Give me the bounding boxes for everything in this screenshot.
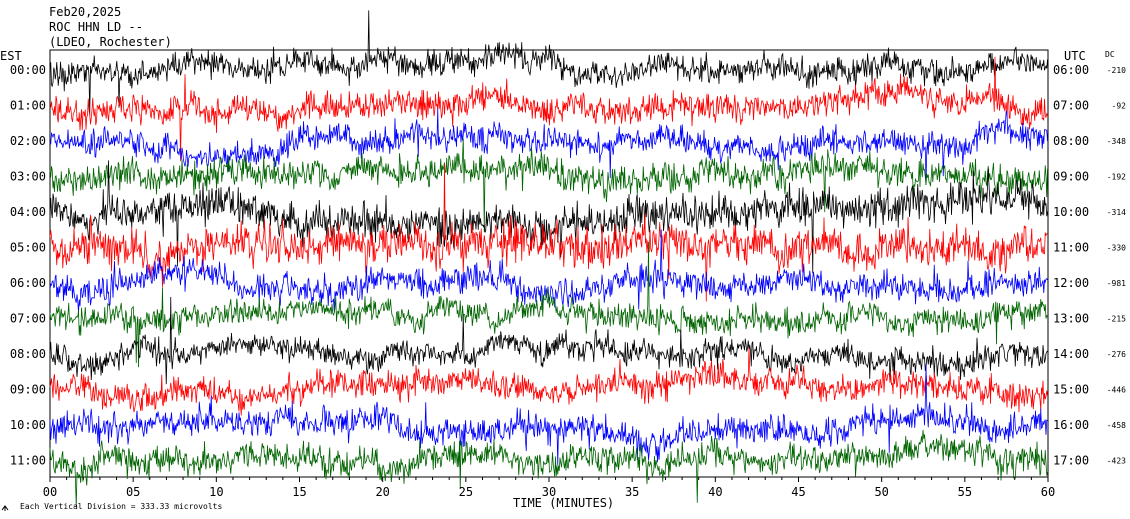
dc-offset-label: -276 [1107,350,1126,359]
dc-column-label: DC [1105,50,1115,59]
x-tick-label: 30 [542,485,556,499]
scale-note: Each Vertical Division = 333.33 microvol… [20,502,222,511]
utc-hour-label: 10:00 [1053,205,1089,219]
x-tick-label: 25 [459,485,473,499]
est-hour-label: 03:00 [10,170,46,184]
x-tick-label: 10 [209,485,223,499]
est-hour-label: 04:00 [10,205,46,219]
est-hour-label: 11:00 [10,454,46,468]
x-axis-ticks: 00 05 10 15 20 25 30 35 40 45 50 55 60 [43,477,1055,499]
est-axis-label: EST [0,49,22,63]
trace-0300 [49,138,1048,232]
utc-hour-label: 07:00 [1053,99,1089,113]
trace-0700 [49,241,1048,368]
trace-0100 [49,56,1048,162]
utc-hour-label: 11:00 [1053,241,1089,255]
utc-hour-label: 15:00 [1053,383,1089,397]
trace-0000 [49,10,1048,116]
utc-hour-label: 12:00 [1053,276,1089,290]
utc-axis-label: UTC [1064,49,1086,63]
utc-hour-label: 06:00 [1053,63,1089,77]
utc-hour-label: 17:00 [1053,454,1089,468]
utc-hour-label: 16:00 [1053,418,1089,432]
trace-0900 [49,347,1048,416]
trace-1000 [49,364,1048,466]
dc-offset-label: -423 [1107,457,1126,466]
trace-1100 [49,429,1048,508]
x-tick-label: 50 [874,485,888,499]
x-tick-label: 05 [126,485,140,499]
scale-icon [1,505,9,511]
dc-offset-label: -446 [1107,386,1126,395]
dc-offset-label: -92 [1112,102,1127,111]
utc-hour-labels: 06:00 07:00 08:00 09:00 10:00 11:00 12:00 13:00… [1053,63,1089,468]
x-tick-label: 20 [375,485,389,499]
dc-offset-label: -458 [1107,421,1126,430]
est-hour-labels: 00:00 01:00 02:00 03:00 04:00 05:00 06:00 07:00… [10,63,46,468]
x-tick-label: 60 [1041,485,1055,499]
x-tick-label: 00 [43,485,57,499]
utc-hour-label: 13:00 [1053,312,1089,326]
x-tick-label: 55 [958,485,972,499]
header-station: ROC HHN LD -- [49,20,143,34]
est-hour-label: 05:00 [10,241,46,255]
trace-0800 [49,296,1048,385]
dc-offset-label: -210 [1107,66,1126,75]
trace-0400 [49,160,1048,274]
est-hour-label: 00:00 [10,63,46,77]
dc-offset-labels: -210 -92 -348 -192 -314 -330 -981 -215 -276 -446 -… [1107,66,1126,466]
dc-offset-label: -348 [1107,137,1126,146]
est-hour-label: 10:00 [10,418,46,432]
x-axis-title: TIME (MINUTES) [513,496,614,510]
est-hour-label: 08:00 [10,347,46,361]
x-tick-label: 45 [791,485,805,499]
trace-0200 [49,108,1048,185]
header-network: (LDEO, Rochester) [49,35,172,49]
trace-0500 [49,163,1048,302]
est-hour-label: 09:00 [10,383,46,397]
dc-offset-label: -215 [1107,315,1126,324]
utc-hour-label: 09:00 [1053,170,1089,184]
header-date: Feb20,2025 [49,5,121,19]
dc-offset-label: -330 [1107,244,1126,253]
dc-offset-label: -981 [1107,279,1126,288]
est-hour-label: 02:00 [10,134,46,148]
x-tick-label: 35 [625,485,639,499]
utc-hour-label: 14:00 [1053,347,1089,361]
est-hour-label: 01:00 [10,99,46,113]
x-tick-label: 15 [292,485,306,499]
est-hour-label: 07:00 [10,312,46,326]
x-tick-label: 40 [708,485,722,499]
dc-offset-label: -314 [1107,208,1126,217]
dc-offset-label: -192 [1107,173,1126,182]
utc-hour-label: 08:00 [1053,134,1089,148]
est-hour-label: 06:00 [10,276,46,290]
trace-layer [49,10,1048,508]
